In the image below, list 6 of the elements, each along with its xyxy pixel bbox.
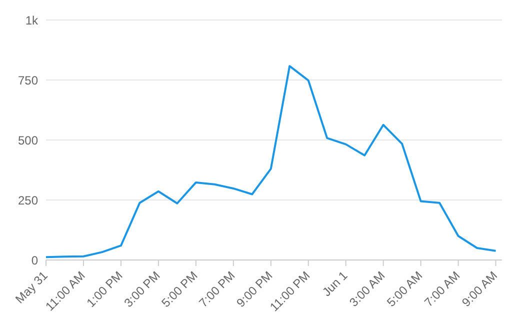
line-series	[46, 65, 497, 258]
y-tick-label: 500	[18, 133, 38, 148]
y-tick-label: 250	[18, 193, 38, 208]
y-tick-label: 1k	[25, 13, 39, 28]
y-tick-label: 0	[31, 253, 38, 268]
y-tick-label: 750	[18, 73, 38, 88]
